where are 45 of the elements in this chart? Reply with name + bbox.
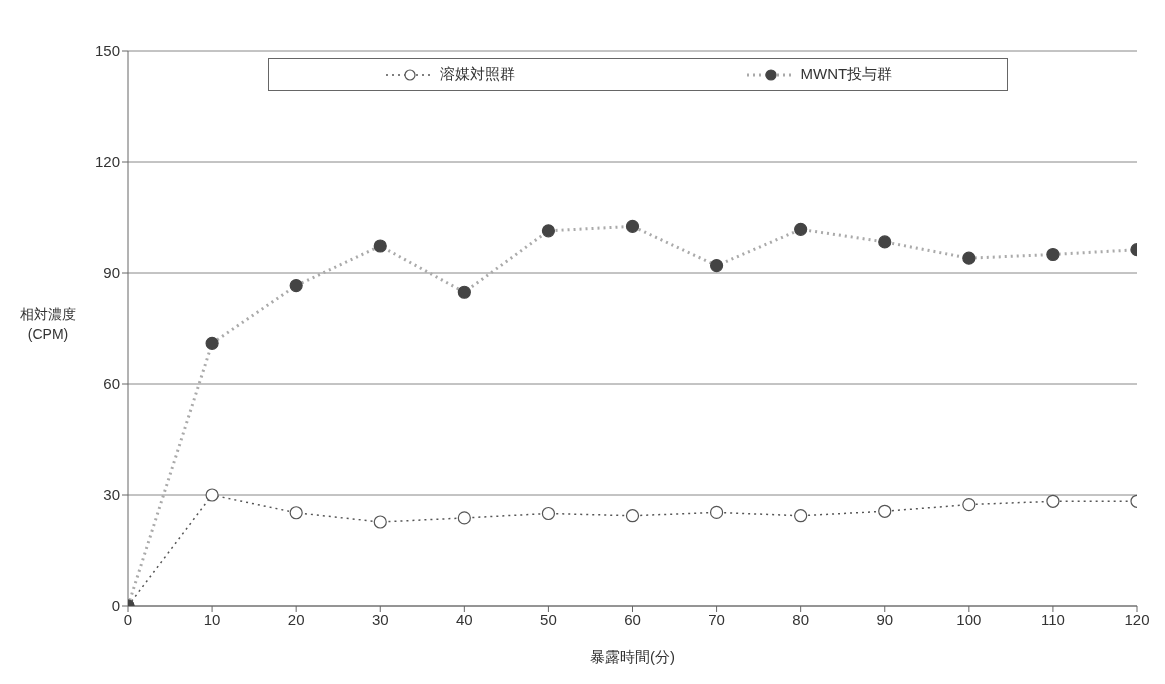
x-tick-label: 90 [876,610,894,628]
y-tick-label: 0 [111,597,120,615]
x-axis-title: 暴露時間(分) [590,647,675,665]
x-tick-label: 60 [624,610,641,628]
point [457,285,471,299]
x-tick-label: 80 [792,610,810,628]
point [878,504,892,518]
point [289,506,303,520]
point [1046,494,1060,508]
point [878,235,892,249]
x-tick-label: 30 [371,610,389,628]
legend-label: 溶媒対照群 [439,65,515,84]
x-tick-label: 120 [1124,610,1150,628]
x-tick-label: 110 [1040,610,1065,628]
x-tick-label: 50 [540,610,557,628]
x-tick-label: 20 [287,610,305,628]
point [541,224,556,238]
point [962,251,976,265]
point [794,222,808,236]
point [625,509,640,523]
point [205,336,219,350]
point [373,239,387,253]
point [709,505,724,519]
x-tick-label: 70 [708,610,725,628]
legend-label: MWNT投与群 [800,65,893,84]
y-tick-label: 150 [94,42,120,60]
point [289,278,303,293]
y-tick-label: 30 [103,486,120,504]
point [962,498,976,512]
x-tick-label: 10 [203,610,221,628]
point [205,488,219,502]
y-tick-label: 60 [103,375,120,393]
point [709,259,724,273]
point [373,515,387,529]
point [794,509,808,523]
y-axis-title: 相対濃度 (CPM) [20,305,76,342]
y-tick-label: 90 [103,264,120,282]
point [1046,247,1060,262]
x-tick-label: 0 [123,610,133,628]
x-tick-label: 100 [956,610,982,628]
y-tick-label: 120 [94,153,120,171]
point [541,506,556,521]
point [625,219,640,233]
x-tick-label: 40 [455,610,473,628]
point [457,511,471,525]
